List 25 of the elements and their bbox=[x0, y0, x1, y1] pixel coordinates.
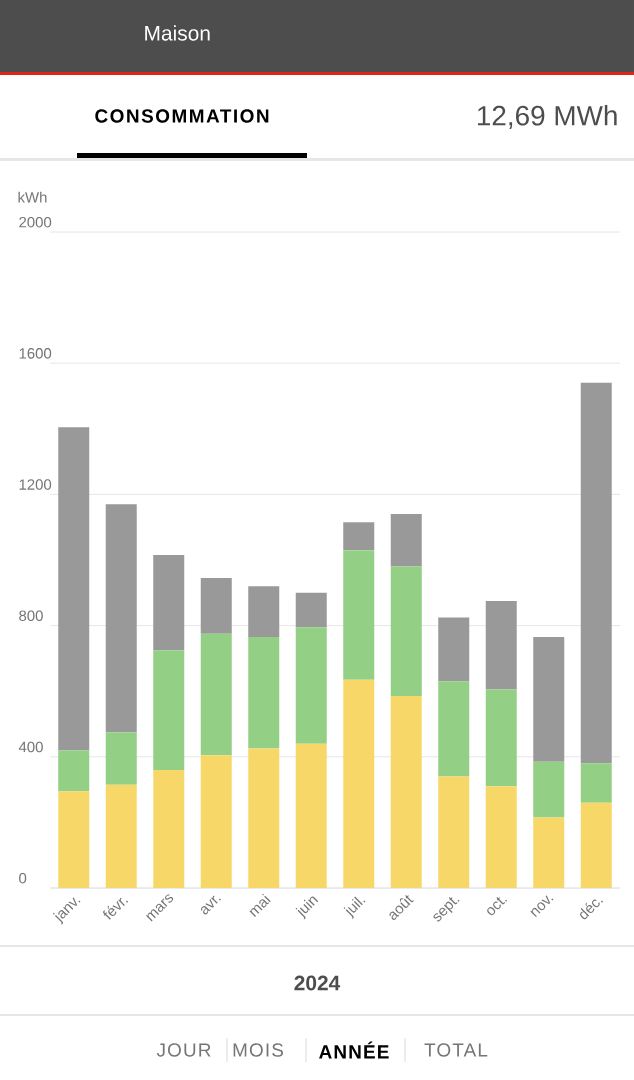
text: ANNÉE bbox=[319, 1041, 389, 1059]
x-tick-label: févr. bbox=[103, 897, 129, 920]
text: TOTAL bbox=[424, 1043, 488, 1057]
text: CONSOMMATION bbox=[95, 109, 269, 123]
text: JOUR bbox=[156, 1043, 211, 1057]
text: 2024 bbox=[294, 975, 341, 991]
y-tick-label: 0 bbox=[19, 872, 27, 884]
y-tick-label: 1200 bbox=[19, 479, 52, 490]
y-axis-title: kWh bbox=[18, 191, 47, 203]
y-tick-label: 400 bbox=[18, 741, 43, 753]
x-tick-label: oct. bbox=[487, 897, 508, 916]
x-tick-label: sept. bbox=[433, 897, 460, 922]
y-tick-label: 800 bbox=[19, 610, 43, 622]
x-tick-label: mai bbox=[249, 893, 271, 917]
x-tick-label: août bbox=[389, 895, 414, 921]
x-tick-label: nov. bbox=[530, 895, 554, 918]
text: MOIS bbox=[233, 1043, 284, 1057]
x-tick-label: juin bbox=[295, 896, 319, 920]
y-tick-label: 2000 bbox=[19, 216, 52, 228]
y-tick-label: 1600 bbox=[19, 348, 52, 359]
text: Maison bbox=[145, 25, 210, 41]
text: 12,69 MWh bbox=[477, 105, 617, 129]
x-tick-label: déc. bbox=[580, 899, 604, 920]
x-tick-label: avr. bbox=[200, 895, 221, 915]
x-tick-label: juil. bbox=[343, 896, 366, 919]
